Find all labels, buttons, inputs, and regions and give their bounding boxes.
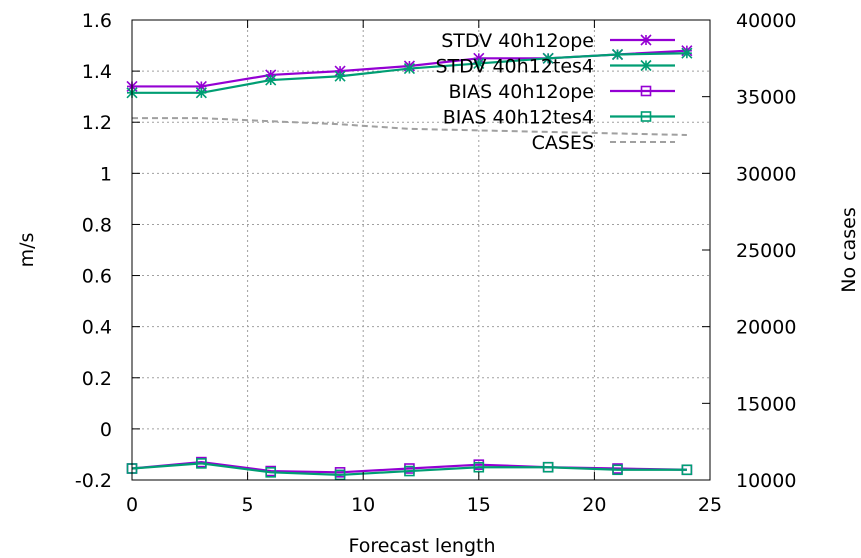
data-point-square	[473, 461, 485, 473]
y-tick-label: -0.2	[75, 470, 112, 492]
legend-label: STDV 40h12tes4	[435, 56, 594, 78]
y2-tick-label: 15000	[736, 393, 796, 415]
legend-item: CASES	[532, 132, 675, 154]
series-line	[131, 462, 687, 476]
data-point-star	[265, 69, 277, 81]
data-point-star	[542, 52, 554, 64]
series-line	[132, 117, 687, 136]
legend-item: BIAS 40h12ope	[448, 81, 675, 103]
data-point-square	[404, 465, 415, 477]
data-point-star	[473, 57, 485, 70]
data-point-star	[640, 59, 652, 72]
data-point-star	[265, 74, 277, 86]
y2-tick-label: 40000	[736, 10, 796, 32]
legend-label: BIAS 40h12tes4	[443, 107, 594, 129]
legend-label: STDV 40h12ope	[441, 30, 594, 52]
legend-label: CASES	[532, 132, 594, 154]
data-point-star	[473, 52, 485, 64]
legend-item: STDV 40h12tes4	[435, 56, 675, 78]
data-point-star	[681, 47, 693, 59]
y2-tick-label: 35000	[736, 87, 796, 109]
y2-tick-label: 25000	[736, 240, 796, 262]
x-tick-label: 15	[467, 494, 491, 516]
series-cases	[132, 117, 687, 136]
data-point-star	[334, 70, 346, 82]
data-point-square	[265, 467, 277, 478]
y-tick-label: 1	[100, 163, 112, 185]
y-tick-label: 0.4	[82, 317, 112, 339]
y-tick-label: 1.4	[82, 61, 112, 83]
data-point-star	[640, 34, 652, 46]
data-point-star	[403, 62, 416, 75]
data-point-star	[195, 87, 207, 99]
y2-tick-label: 30000	[736, 163, 796, 185]
x-tick-label: 25	[698, 494, 722, 516]
series-layer	[126, 45, 693, 481]
y-tick-label: 0.8	[82, 214, 112, 236]
y2-tick-label: 10000	[736, 470, 796, 492]
data-point-star	[195, 80, 207, 93]
y2-tick-label: 20000	[736, 317, 796, 339]
y-tick-label: 1.6	[82, 10, 112, 32]
x-tick-label: 5	[242, 494, 254, 516]
legend-item: STDV 40h12ope	[441, 30, 675, 52]
series-stdv-40h12tes4	[126, 47, 693, 99]
legend-item: BIAS 40h12tes4	[443, 107, 675, 129]
x-axis-label: Forecast length	[349, 535, 496, 557]
x-tick-label: 10	[351, 494, 375, 516]
data-point-square	[681, 464, 693, 476]
y-tick-label: 1.2	[82, 112, 112, 134]
grid-lines	[132, 20, 710, 480]
data-point-square	[542, 461, 554, 473]
data-point-square	[640, 111, 652, 122]
data-point-star	[334, 65, 346, 77]
data-point-square	[196, 458, 207, 469]
axis-ticks: 0 5 10 15 20 25 -0.2 0 0.2 0.4 0.6 0.8 1 1.2 1.4 1.6 100…	[75, 10, 797, 516]
data-point-square	[640, 85, 652, 97]
x-tick-label: 0	[126, 494, 138, 516]
y-tick-label: 0.6	[82, 266, 112, 288]
data-point-square	[334, 469, 346, 481]
legend: STDV 40h12ope STDV 40h12tes4 BIAS 40h12ope…	[435, 30, 675, 154]
y-tick-label: 0	[100, 419, 112, 441]
y-tick-label: 0.2	[82, 368, 112, 390]
x-tick-label: 20	[582, 494, 606, 516]
legend-label: BIAS 40h12ope	[448, 81, 594, 103]
y2-axis-label: No cases	[838, 207, 860, 292]
y-axis-label: m/s	[16, 233, 38, 268]
data-point-star	[611, 48, 624, 61]
data-point-square	[612, 464, 623, 476]
